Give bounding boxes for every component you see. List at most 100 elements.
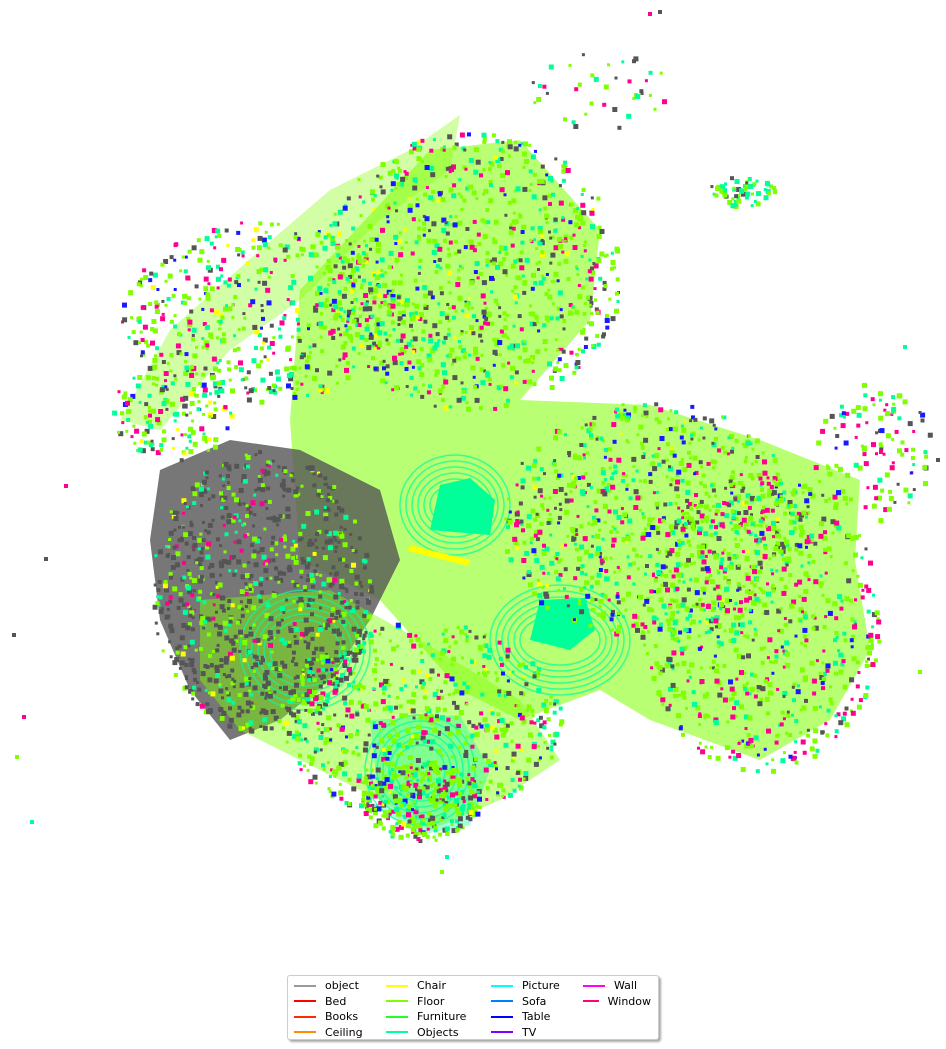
point	[614, 631, 620, 637]
point	[381, 722, 387, 728]
point	[771, 526, 777, 531]
point	[198, 556, 204, 562]
point	[604, 576, 610, 582]
point	[420, 771, 425, 776]
point	[791, 755, 797, 761]
point	[268, 662, 273, 667]
point	[461, 656, 464, 660]
point	[342, 205, 348, 211]
point	[813, 625, 819, 631]
point	[680, 458, 684, 462]
point	[687, 501, 692, 506]
point	[580, 491, 586, 497]
point	[431, 199, 435, 202]
point	[316, 492, 321, 497]
point	[610, 484, 616, 490]
point	[325, 703, 328, 707]
point	[441, 794, 445, 799]
point	[785, 563, 789, 567]
point	[518, 501, 523, 506]
point	[675, 479, 681, 485]
point	[336, 628, 340, 632]
point	[167, 273, 173, 279]
point	[356, 773, 362, 779]
point	[387, 745, 392, 750]
point	[327, 680, 333, 686]
point	[746, 733, 751, 738]
point	[282, 487, 287, 492]
point	[615, 413, 621, 419]
point	[207, 522, 213, 528]
point	[127, 397, 133, 403]
point	[267, 630, 273, 636]
point	[746, 653, 751, 659]
point	[413, 386, 418, 391]
point	[438, 801, 442, 805]
point	[632, 582, 636, 586]
point	[364, 326, 370, 332]
point	[215, 228, 221, 234]
point	[482, 665, 486, 668]
point	[799, 529, 805, 535]
point	[462, 800, 466, 803]
point	[535, 512, 539, 516]
point	[504, 213, 508, 217]
point	[408, 741, 413, 746]
point	[571, 474, 575, 479]
point	[409, 763, 414, 768]
point	[319, 324, 324, 329]
point	[457, 192, 461, 196]
point	[663, 581, 668, 587]
point	[640, 441, 645, 446]
point	[736, 653, 742, 659]
point	[590, 196, 594, 200]
point	[470, 365, 476, 371]
point	[246, 391, 250, 395]
point	[467, 781, 472, 786]
point	[362, 614, 367, 618]
point	[653, 644, 658, 648]
point	[421, 730, 427, 736]
point	[729, 599, 732, 602]
point	[121, 394, 127, 400]
point	[697, 746, 700, 750]
point	[381, 826, 386, 831]
point	[372, 743, 377, 748]
point	[310, 636, 315, 641]
point	[366, 802, 370, 806]
point	[596, 546, 601, 552]
point	[187, 589, 193, 595]
point	[416, 156, 422, 162]
point	[801, 610, 804, 614]
point	[245, 722, 251, 728]
point	[690, 562, 693, 566]
point	[480, 692, 485, 697]
point	[410, 143, 414, 147]
point	[421, 786, 426, 791]
point	[251, 245, 256, 250]
point	[684, 628, 687, 632]
point	[750, 476, 755, 481]
point	[615, 277, 620, 282]
point	[301, 523, 307, 529]
point	[777, 528, 781, 532]
point	[719, 522, 725, 528]
point	[254, 488, 258, 492]
point	[821, 516, 827, 522]
point	[561, 216, 565, 220]
point	[178, 592, 183, 597]
point	[179, 269, 183, 273]
point	[289, 711, 293, 716]
point	[485, 251, 490, 256]
point	[807, 554, 812, 558]
point	[724, 486, 728, 490]
point	[771, 588, 776, 593]
point	[282, 610, 286, 614]
point	[396, 696, 400, 699]
point	[794, 582, 799, 587]
point	[727, 556, 732, 561]
point	[261, 658, 265, 663]
point	[387, 170, 393, 176]
point	[486, 654, 492, 660]
point	[434, 838, 438, 842]
